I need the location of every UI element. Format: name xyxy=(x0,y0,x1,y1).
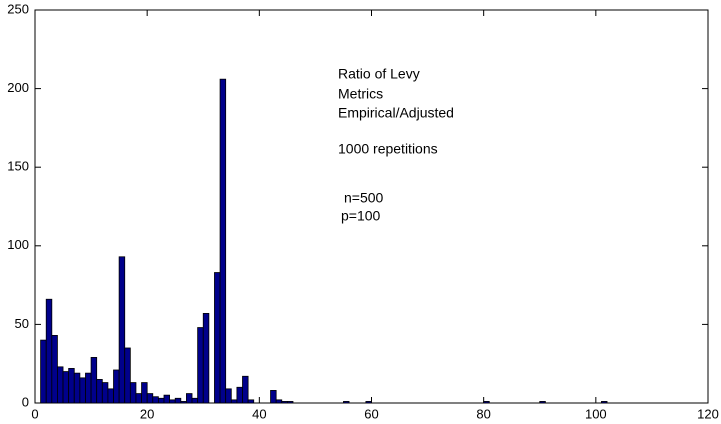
bar xyxy=(174,397,182,404)
bar xyxy=(141,382,148,404)
bar xyxy=(247,399,255,404)
bar xyxy=(152,396,159,404)
bar xyxy=(601,401,608,404)
y-tick-label: 200 xyxy=(7,80,29,95)
bar xyxy=(186,393,193,404)
bar xyxy=(101,382,109,404)
bar xyxy=(79,377,86,404)
bar xyxy=(96,379,103,404)
y-tick-label: 0 xyxy=(22,394,29,409)
bar xyxy=(107,388,114,404)
bar xyxy=(85,372,92,404)
y-tick-label: 50 xyxy=(15,316,29,331)
bar xyxy=(45,298,53,404)
bar xyxy=(202,312,210,404)
bar xyxy=(146,393,154,404)
bar xyxy=(51,335,58,404)
bar xyxy=(57,366,64,404)
bar xyxy=(73,372,81,404)
bar xyxy=(129,382,137,404)
annotation: 1000 repetitions xyxy=(338,141,438,157)
bar xyxy=(180,401,187,404)
bar xyxy=(275,399,283,404)
bar xyxy=(214,272,221,404)
bar xyxy=(113,369,120,404)
bar xyxy=(286,401,294,404)
bar xyxy=(219,78,227,404)
y-tick-label: 150 xyxy=(7,159,29,174)
bar xyxy=(90,357,98,404)
x-tick-label: 0 xyxy=(31,406,38,421)
x-tick-label: 80 xyxy=(476,406,490,421)
bar xyxy=(163,394,171,404)
bar xyxy=(157,397,165,404)
x-tick-label: 40 xyxy=(252,406,266,421)
bar xyxy=(483,401,490,404)
x-tick-label: 120 xyxy=(697,406,719,421)
y-tick-label: 100 xyxy=(7,237,29,252)
bar xyxy=(40,339,47,404)
bar xyxy=(191,397,199,404)
y-tick-label: 250 xyxy=(7,1,29,16)
bar xyxy=(236,386,243,404)
bar xyxy=(539,401,546,404)
bar xyxy=(230,399,238,404)
annotation: Empirical/Adjusted xyxy=(338,105,454,121)
x-tick-label: 20 xyxy=(140,406,154,421)
bar xyxy=(270,390,277,404)
bar xyxy=(62,371,70,404)
bar xyxy=(343,401,350,404)
bar xyxy=(124,347,131,404)
bar xyxy=(68,368,75,404)
annotation: p=100 xyxy=(341,208,381,224)
bar xyxy=(281,401,288,404)
bar xyxy=(135,393,142,404)
x-tick-label: 100 xyxy=(585,406,607,421)
bar xyxy=(197,327,204,404)
x-tick-label: 60 xyxy=(364,406,378,421)
annotation: Ratio of Levy xyxy=(338,66,420,82)
bar xyxy=(169,399,176,404)
annotation: n=500 xyxy=(344,190,384,206)
bar xyxy=(242,375,249,404)
bar xyxy=(225,388,232,404)
annotation: Metrics xyxy=(338,86,383,102)
plot-frame xyxy=(34,9,709,404)
bar xyxy=(365,401,372,404)
bar xyxy=(118,256,126,404)
